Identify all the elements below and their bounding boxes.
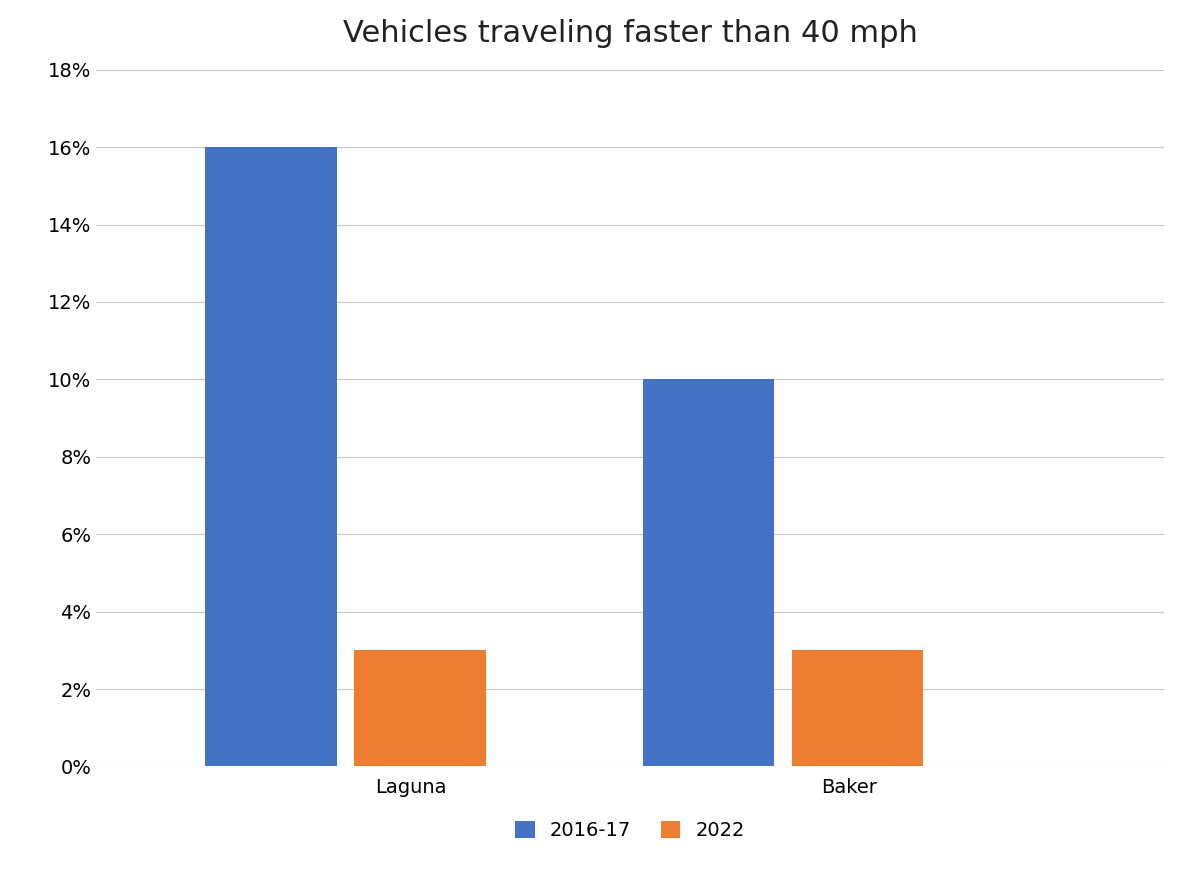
- Bar: [205, 147, 337, 766]
- Legend: 2016-17, 2022: 2016-17, 2022: [515, 821, 745, 841]
- Bar: [354, 651, 486, 766]
- Title: Vehicles traveling faster than 40 mph: Vehicles traveling faster than 40 mph: [342, 19, 918, 48]
- Bar: [643, 380, 774, 766]
- Bar: [792, 651, 923, 766]
